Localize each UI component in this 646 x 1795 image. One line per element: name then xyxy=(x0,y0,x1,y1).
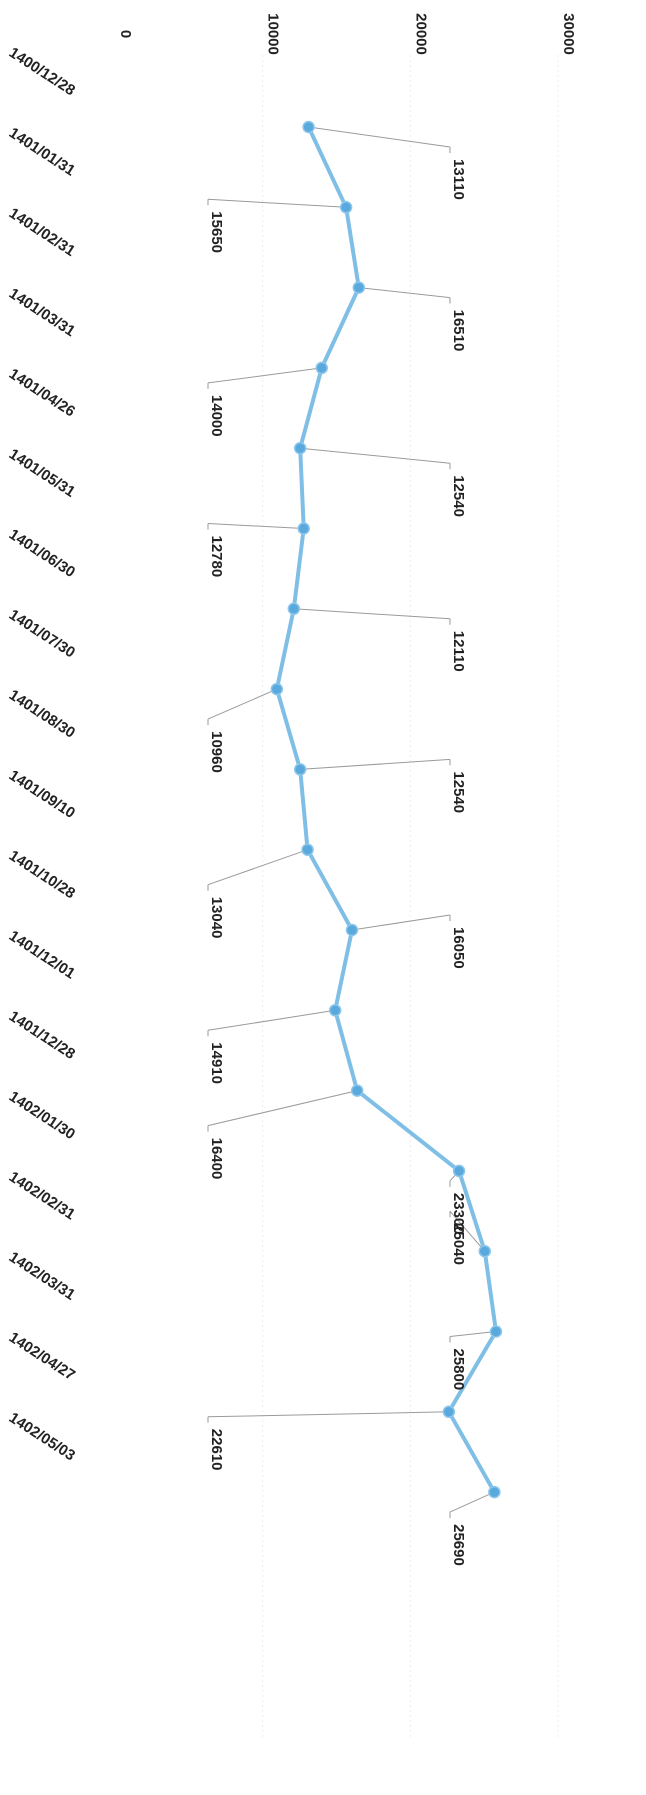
x-category-label: 1401/02/31 xyxy=(6,205,78,260)
leader-line xyxy=(207,849,308,886)
y-tick-label: 30000 xyxy=(560,13,577,55)
data-label: 23300 xyxy=(450,1193,467,1235)
data-label: 25040 xyxy=(450,1223,467,1265)
data-label: 14910 xyxy=(208,1042,225,1084)
x-category-label: 1401/12/28 xyxy=(6,1008,78,1063)
data-point xyxy=(301,843,314,856)
series-line-layer xyxy=(274,125,498,1495)
x-category-label: 1402/04/27 xyxy=(6,1329,78,1384)
data-point xyxy=(328,1004,342,1017)
x-category-label: 1401/06/30 xyxy=(6,526,78,581)
x-category-label: 1401/05/31 xyxy=(6,446,78,501)
data-point xyxy=(315,361,328,375)
leader-line xyxy=(300,447,451,464)
x-category-label: 1400/12/28 xyxy=(6,44,78,99)
data-point xyxy=(270,682,284,696)
data-point xyxy=(478,1244,492,1258)
x-category-label: 1401/08/30 xyxy=(6,686,78,741)
data-label: 12110 xyxy=(450,631,467,672)
x-axis-categories: 1400/12/28 1401/01/31 1401/02/31 1401/03/31… xyxy=(6,44,78,1464)
data-label: 14000 xyxy=(208,395,225,437)
data-point xyxy=(489,1325,503,1338)
data-point xyxy=(339,201,353,214)
leader-line xyxy=(207,523,304,529)
data-label: 10960 xyxy=(208,731,225,773)
data-label: 13110 xyxy=(450,159,467,200)
data-label: 22610 xyxy=(208,1429,225,1471)
x-category-label: 1401/07/30 xyxy=(6,606,78,661)
x-category-label: 1401/12/01 xyxy=(6,927,78,982)
y-tick-label: 10000 xyxy=(265,13,282,55)
data-point xyxy=(297,522,310,535)
data-label: 12540 xyxy=(450,771,467,813)
leader-line xyxy=(300,758,451,770)
data-point xyxy=(352,281,366,294)
data-label: 16050 xyxy=(450,927,467,969)
leader-line xyxy=(449,1210,486,1252)
leader-line xyxy=(207,367,322,384)
data-point xyxy=(452,1164,466,1178)
leader-line xyxy=(449,1331,497,1337)
x-category-label: 1401/01/31 xyxy=(6,124,78,179)
data-point xyxy=(488,1485,501,1499)
data-point xyxy=(350,1084,364,1097)
leader-line xyxy=(293,608,451,620)
leader-line xyxy=(207,688,278,720)
data-label: 16400 xyxy=(208,1138,225,1180)
leader-line xyxy=(351,914,451,931)
x-category-label: 1402/01/30 xyxy=(6,1088,78,1143)
data-label: 25690 xyxy=(450,1524,467,1566)
grid-layer xyxy=(262,55,559,1740)
data-label: 25800 xyxy=(450,1349,467,1391)
data-label: 12540 xyxy=(450,475,467,517)
y-tick-label: 0 xyxy=(117,30,134,38)
leader-line xyxy=(207,198,347,208)
leader-line xyxy=(207,1090,358,1127)
y-axis-ticks: 0 10000 20000 30000 xyxy=(117,13,577,55)
leader-line xyxy=(358,287,451,299)
leader-line xyxy=(207,1009,336,1031)
data-label: 12780 xyxy=(208,536,225,578)
x-category-label: 1401/10/28 xyxy=(6,847,78,902)
x-category-label: 1402/05/03 xyxy=(6,1409,78,1464)
data-point xyxy=(287,602,301,616)
leader-lines xyxy=(207,126,497,1519)
data-labels: 13110 15650 16510 14000 12540 12780 12110 10960… xyxy=(208,159,467,1566)
data-point xyxy=(302,120,315,134)
x-category-label: 1401/03/31 xyxy=(6,285,78,340)
x-category-label: 1402/03/31 xyxy=(6,1249,78,1304)
data-point xyxy=(442,1405,456,1419)
series-line xyxy=(274,125,498,1495)
data-point xyxy=(345,923,359,937)
leader-line xyxy=(449,1491,495,1513)
y-tick-label: 20000 xyxy=(412,13,429,55)
markers xyxy=(270,120,503,1499)
x-category-label: 1402/02/31 xyxy=(6,1168,78,1223)
data-label: 15650 xyxy=(208,211,225,253)
data-point xyxy=(293,763,307,776)
leader-line xyxy=(308,126,451,148)
data-point xyxy=(293,441,307,455)
leader-line xyxy=(207,1411,449,1418)
x-category-label: 1401/04/26 xyxy=(6,365,78,420)
x-category-label: 1401/09/10 xyxy=(6,767,78,822)
data-label: 13040 xyxy=(208,897,225,939)
data-label: 16510 xyxy=(450,310,467,352)
